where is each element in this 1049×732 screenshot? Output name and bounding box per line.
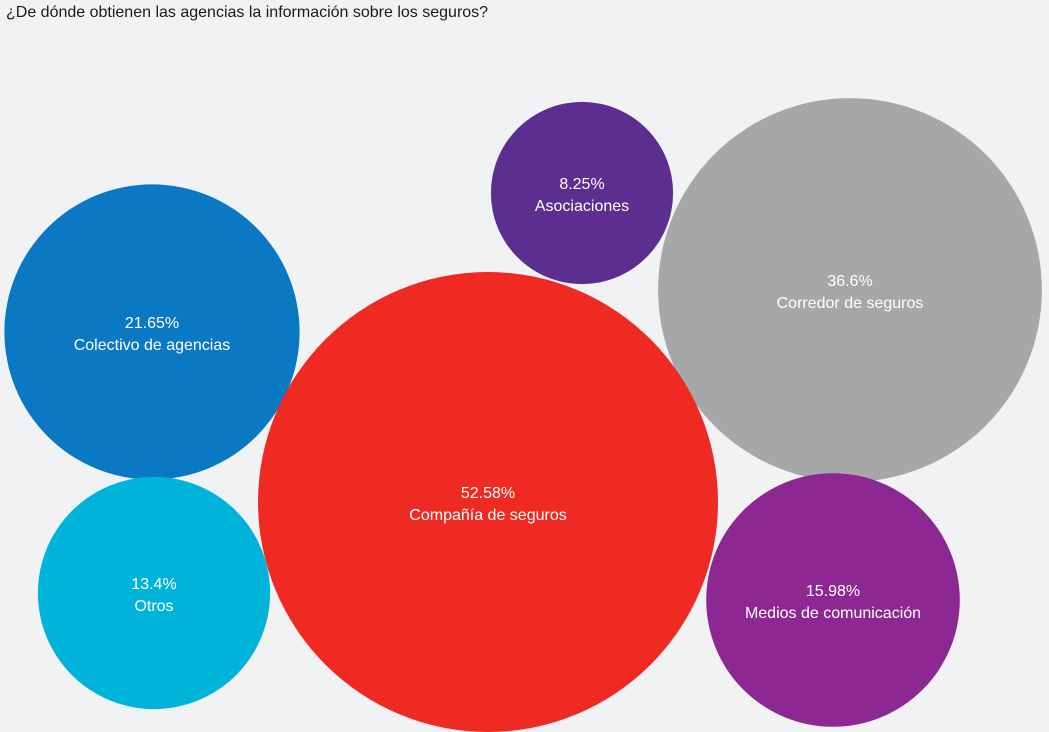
bubble-category-label: Colectivo de agencias: [74, 337, 231, 354]
bubble-value-label: 21.65%: [125, 315, 179, 332]
bubble-category-label: Asociaciones: [535, 198, 629, 215]
bubble-category-label: Corredor de seguros: [777, 295, 924, 312]
bubble-medios-de-comunicacion: 15.98% Medios de comunicación: [706, 473, 960, 727]
chart-title: ¿De dónde obtienen las agencias la infor…: [6, 4, 489, 21]
bubble-value-label: 13.4%: [131, 576, 176, 593]
bubble-category-label: Otros: [134, 598, 173, 615]
bubble-colectivo-de-agencias: 21.65% Colectivo de agencias: [4, 184, 300, 480]
bubble-circle-asociaciones: [490, 101, 674, 285]
bubble-corredor-de-seguros: 36.6% Corredor de seguros: [658, 98, 1042, 482]
bubble-value-label: 52.58%: [461, 485, 515, 502]
bubble-circle-medios-de-comunicacion: [706, 473, 960, 727]
bubble-category-label: Medios de comunicación: [745, 605, 921, 622]
bubble-compania-de-seguros: 52.58% Compañía de seguros: [258, 272, 718, 732]
bubble-value-label: 8.25%: [559, 176, 604, 193]
bubble-otros: 13.4% Otros: [37, 476, 271, 710]
bubble-circle-colectivo-de-agencias: [4, 184, 300, 480]
bubble-circle-otros: [37, 476, 271, 710]
bubble-value-label: 15.98%: [806, 583, 860, 600]
bubble-asociaciones: 8.25% Asociaciones: [490, 101, 674, 285]
bubble-category-label: Compañía de seguros: [409, 507, 566, 524]
bubble-circle-compania-de-seguros: [258, 272, 718, 732]
bubble-value-label: 36.6%: [827, 273, 872, 290]
bubble-circle-corredor-de-seguros: [658, 98, 1042, 482]
